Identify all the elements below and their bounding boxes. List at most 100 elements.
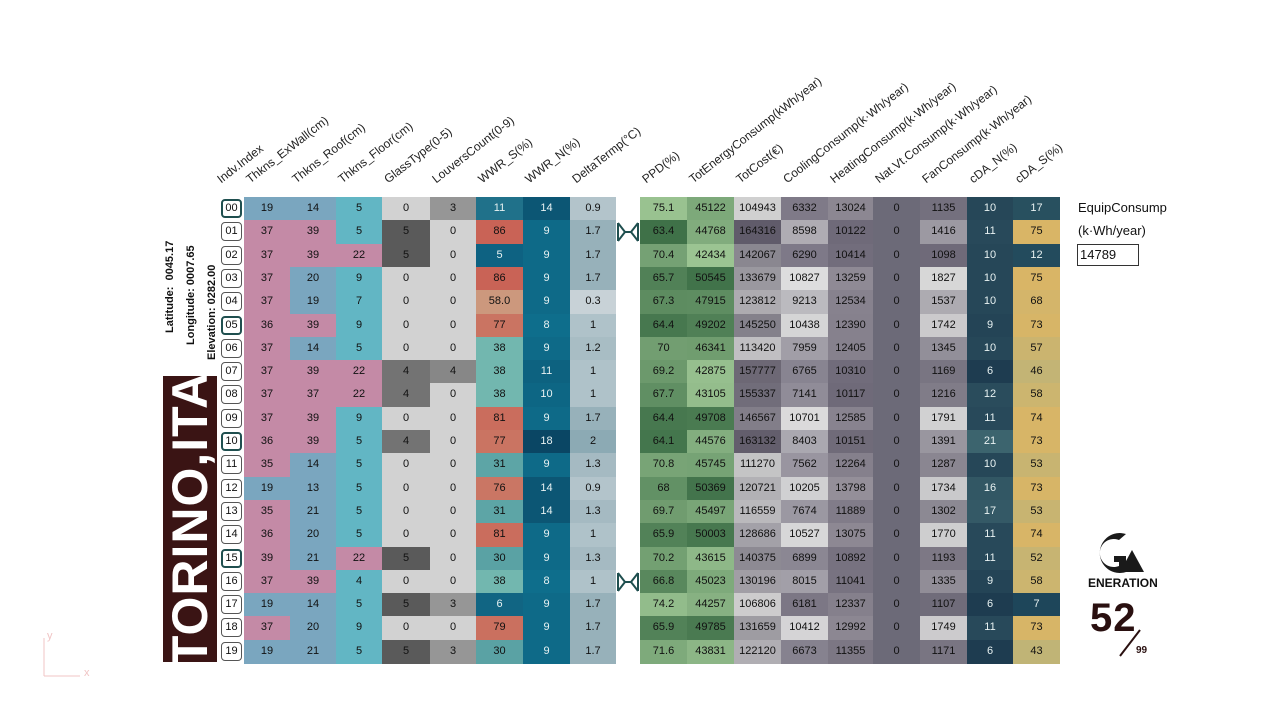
row-index-badge[interactable]: 11 xyxy=(221,455,242,475)
table-cell: 13075 xyxy=(828,523,873,548)
row-index-badge[interactable]: 03 xyxy=(221,268,242,288)
table-cell: 0 xyxy=(430,383,476,408)
table-cell: 21 xyxy=(290,499,336,524)
table-cell: 39 xyxy=(290,360,336,385)
table-cell: 31 xyxy=(476,499,523,524)
table-cell: 65.9 xyxy=(640,523,687,548)
table-cell: 44768 xyxy=(687,220,734,245)
row-index-badge[interactable]: 15 xyxy=(221,548,242,568)
table-cell: 9 xyxy=(523,546,570,571)
table-cell: 1.7 xyxy=(570,220,616,245)
row-index-badge[interactable]: 02 xyxy=(221,245,242,265)
table-cell: 69.7 xyxy=(640,499,687,524)
table-cell: 37 xyxy=(244,569,290,594)
row-index-badge[interactable]: 04 xyxy=(221,292,242,312)
elevation-readout: Elevation: 0282.00 xyxy=(206,265,218,360)
table-cell: 63.4 xyxy=(640,220,687,245)
row-index-badge[interactable]: 08 xyxy=(221,385,242,405)
table-cell: 0 xyxy=(430,313,476,338)
table-cell: 7 xyxy=(336,290,382,315)
latitude-value: 0045.17 xyxy=(164,240,176,281)
table-cell: 1791 xyxy=(920,406,967,431)
table-cell: 9 xyxy=(523,593,570,618)
row-index-badge[interactable]: 07 xyxy=(221,362,242,382)
table-cell: 70 xyxy=(640,336,687,361)
table-cell: 0 xyxy=(430,430,476,454)
longitude-readout: Longitude: 0007.65 xyxy=(185,245,197,345)
row-index-badge[interactable]: 06 xyxy=(221,338,242,358)
table-cell: 5 xyxy=(382,220,430,245)
row-index-badge[interactable]: 05 xyxy=(221,315,242,335)
table-cell: 6765 xyxy=(781,360,828,385)
table-cell: 145250 xyxy=(734,313,781,338)
table-cell: 0.9 xyxy=(570,197,616,221)
row-index-badge[interactable]: 10 xyxy=(221,432,242,451)
table-cell: 12405 xyxy=(828,336,873,361)
column-header: cDA_S(%) xyxy=(1012,140,1066,186)
table-cell: 5 xyxy=(336,593,382,618)
table-cell: 12264 xyxy=(828,453,873,478)
table-cell: 0 xyxy=(382,197,430,221)
table-cell: 38 xyxy=(476,336,523,361)
table-cell: 37 xyxy=(244,383,290,408)
table-cell: 20 xyxy=(290,266,336,291)
table-cell: 1.3 xyxy=(570,546,616,571)
table-cell: 0 xyxy=(430,499,476,524)
table-cell: 52 xyxy=(1013,546,1060,571)
table-cell: 1.7 xyxy=(570,406,616,431)
table-cell: 1335 xyxy=(920,569,967,594)
table-cell: 11 xyxy=(476,197,523,221)
table-cell: 0 xyxy=(430,569,476,594)
table-cell: 0 xyxy=(873,266,920,291)
table-cell: 1 xyxy=(570,569,616,594)
row-index-badge[interactable]: 12 xyxy=(221,478,242,498)
row-index-badge[interactable]: 17 xyxy=(221,595,242,615)
table-cell: 3 xyxy=(430,639,476,664)
table-cell: 0.3 xyxy=(570,290,616,315)
table-cell: 49785 xyxy=(687,616,734,641)
row-index-badge[interactable]: 19 xyxy=(221,641,242,661)
row-index-badge[interactable]: 14 xyxy=(221,525,242,545)
table-cell: 0 xyxy=(873,336,920,361)
table-cell: 0 xyxy=(382,406,430,431)
table-cell: 37 xyxy=(244,406,290,431)
row-index-badge[interactable]: 09 xyxy=(221,408,242,428)
table-cell: 12992 xyxy=(828,616,873,641)
table-cell: 22 xyxy=(336,546,382,571)
elevation-value: 0282.00 xyxy=(206,264,218,305)
table-cell: 0 xyxy=(873,546,920,571)
row-index-badge[interactable]: 16 xyxy=(221,571,242,591)
table-cell: 46341 xyxy=(687,336,734,361)
table-cell: 14 xyxy=(290,453,336,478)
row-index-badge[interactable]: 18 xyxy=(221,618,242,638)
table-cell: 30 xyxy=(476,546,523,571)
table-cell: 1827 xyxy=(920,266,967,291)
equip-value-field[interactable]: 14789 xyxy=(1077,244,1139,266)
table-cell: 21 xyxy=(290,639,336,664)
table-cell: 0 xyxy=(382,499,430,524)
row-index-badge[interactable]: 00 xyxy=(221,199,242,218)
table-cell: 6 xyxy=(967,593,1013,618)
table-cell: 1098 xyxy=(920,243,967,268)
table-cell: 10 xyxy=(967,290,1013,315)
table-cell: 38 xyxy=(476,360,523,385)
table-cell: 77 xyxy=(476,313,523,338)
table-cell: 6 xyxy=(967,360,1013,385)
table-cell: 65.9 xyxy=(640,616,687,641)
table-cell: 1.2 xyxy=(570,336,616,361)
table-cell: 1171 xyxy=(920,639,967,664)
generation-total: 99 xyxy=(1136,645,1148,656)
table-cell: 30 xyxy=(476,639,523,664)
row-index-badge[interactable]: 01 xyxy=(221,222,242,242)
table-cell: 1770 xyxy=(920,523,967,548)
table-cell: 5 xyxy=(336,336,382,361)
table-cell: 163132 xyxy=(734,430,781,454)
table-cell: 0 xyxy=(873,243,920,268)
table-cell: 0 xyxy=(382,336,430,361)
table-cell: 11 xyxy=(967,406,1013,431)
table-cell: 5 xyxy=(382,639,430,664)
count-slash xyxy=(1119,629,1141,657)
row-index-badge[interactable]: 13 xyxy=(221,501,242,521)
table-cell: 70.4 xyxy=(640,243,687,268)
table-cell: 1169 xyxy=(920,360,967,385)
